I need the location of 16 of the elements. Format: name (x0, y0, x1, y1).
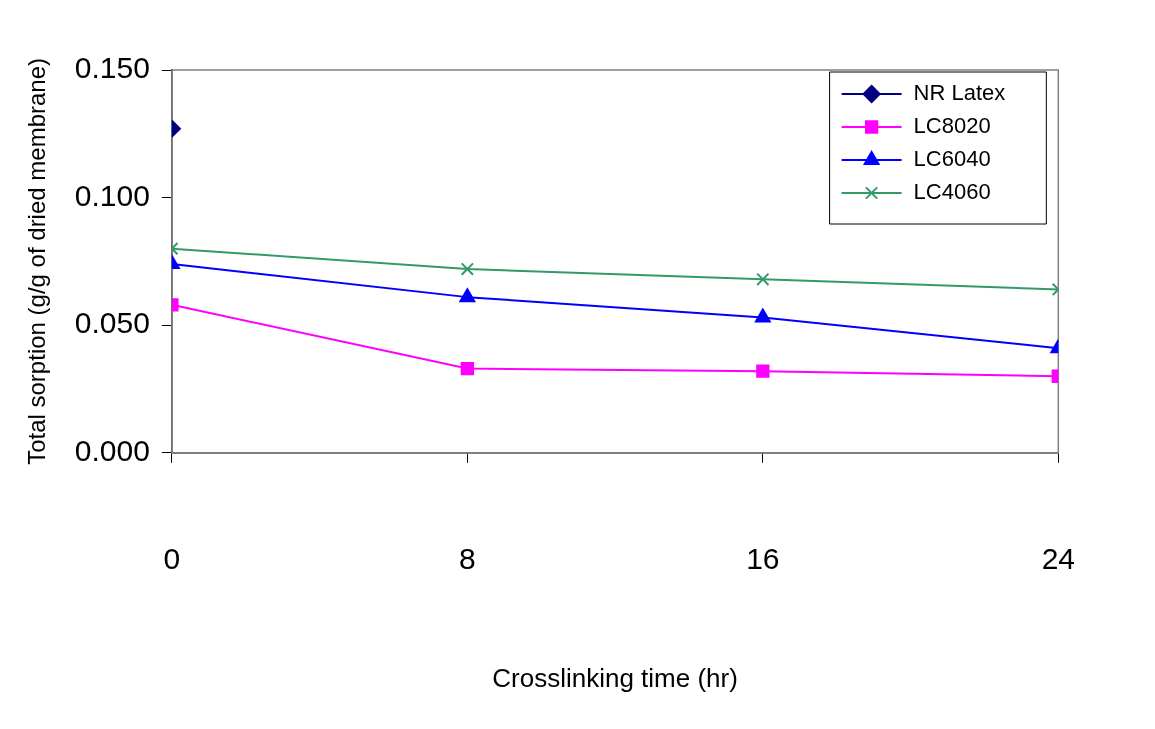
y-tick-label: 0.000 (74, 434, 150, 468)
x-tick-label: 24 (1041, 542, 1075, 576)
point (754, 308, 771, 323)
x-axis-title: Crosslinking time (hr) (492, 662, 738, 693)
y-tick-label: 0.050 (74, 306, 150, 340)
point (459, 288, 476, 303)
y-tick-label: 0.100 (74, 178, 150, 212)
legend-label: NR Latex (913, 80, 1006, 106)
y-axis-title: Total sorption (g/g of dried membrane) (23, 57, 51, 465)
legend-label: LC4060 (913, 179, 991, 205)
legend-label: LC6040 (913, 146, 991, 172)
x-tick-label: 8 (459, 542, 476, 576)
legend-label: LC8020 (913, 113, 991, 139)
y-tick-label: 0.150 (74, 51, 150, 85)
x-tick-label: 0 (163, 542, 181, 576)
x-tick-label: 16 (746, 542, 780, 576)
